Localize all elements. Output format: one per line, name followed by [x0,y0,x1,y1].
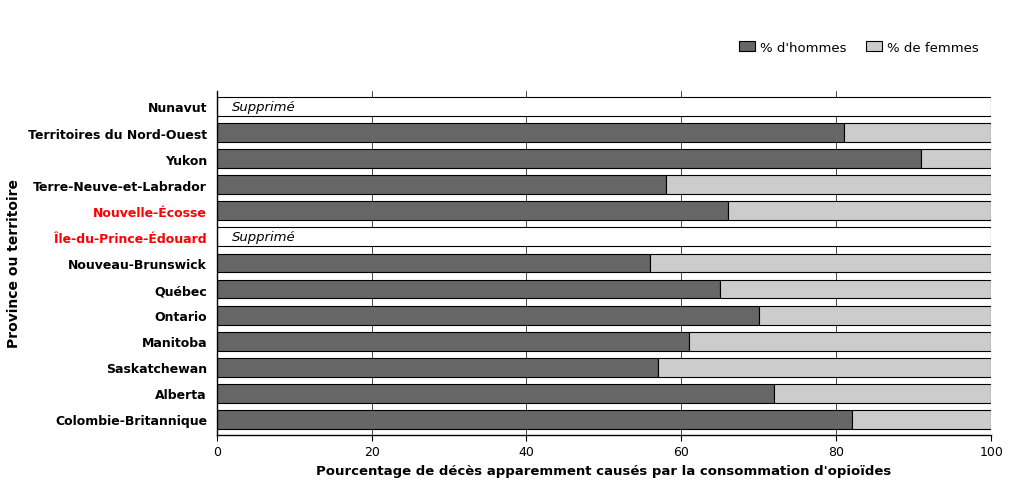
Bar [851,410,991,429]
Bar [217,202,728,221]
Bar [217,358,659,377]
Bar [775,384,991,403]
Bar [666,176,991,195]
Bar [217,124,844,143]
Bar [650,254,991,273]
Bar [844,124,991,143]
X-axis label: Pourcentage de décès apparemment causés par la consommation d'opioïdes: Pourcentage de décès apparemment causés … [316,464,892,477]
Bar [759,306,991,325]
Bar [217,384,775,403]
Bar [217,306,759,325]
Bar [689,332,991,351]
Y-axis label: Province ou territoire: Province ou territoire [7,179,21,348]
Bar [217,150,921,168]
Bar [728,202,991,221]
Bar [921,150,991,168]
Bar [720,280,991,299]
Bar [217,98,991,117]
Bar [217,254,650,273]
Bar [217,228,991,247]
Bar [217,176,666,195]
Bar [217,280,720,299]
Legend: % d'hommes, % de femmes: % d'hommes, % de femmes [733,36,985,60]
Bar [217,332,689,351]
Bar [659,358,991,377]
Text: Supprimé: Supprimé [232,101,296,114]
Bar [217,410,851,429]
Text: Supprimé: Supprimé [232,231,296,244]
